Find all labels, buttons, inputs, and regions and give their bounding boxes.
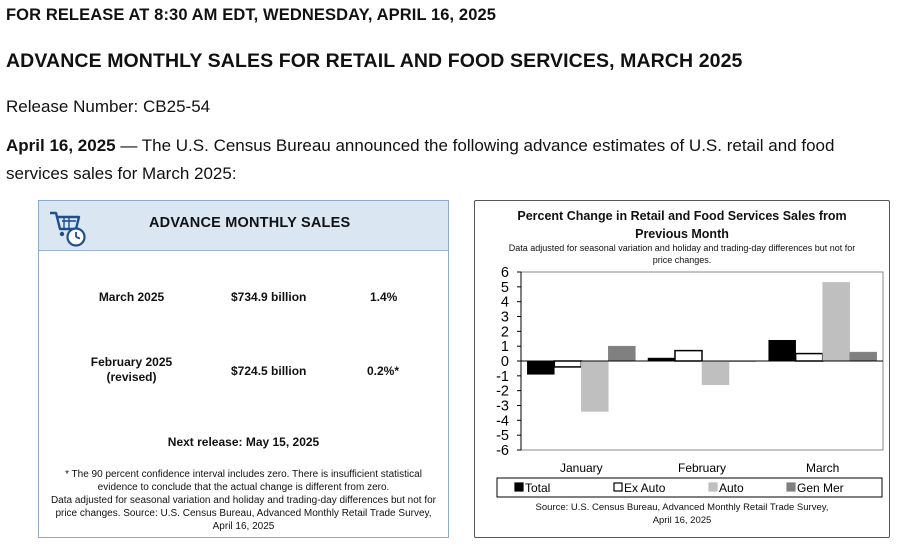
chart-subtitle: Data adjusted for seasonal variation and… — [475, 242, 889, 266]
y-tick-label: -5 — [496, 428, 509, 444]
chart-subtitle-line1: Data adjusted for seasonal variation and… — [508, 243, 856, 253]
bar-ex-auto-january — [553, 360, 583, 368]
row-label-march: March 2025 — [79, 290, 184, 305]
sales-box-header: ADVANCE MONTHLY SALES — [39, 201, 448, 251]
row-value-february: $724.5 billion — [231, 364, 307, 378]
sales-footnote: * The 90 percent confidence interval inc… — [47, 468, 440, 533]
y-tick-label: 0 — [501, 354, 509, 370]
x-category-label: March — [806, 461, 839, 475]
y-tick-label: -4 — [496, 413, 509, 429]
y-tick-label: -6 — [496, 443, 509, 459]
bar-auto-march — [822, 282, 850, 362]
bar-gen-mer-march — [849, 351, 877, 362]
legend-swatch-auto — [708, 482, 718, 492]
chart-title-line2: Previous Month — [635, 227, 729, 241]
row-label-february: February 2025 (revised) — [79, 355, 184, 385]
row-label-february-line2: (revised) — [106, 370, 157, 384]
row-value-march: $734.9 billion — [231, 290, 307, 304]
release-number: Release Number: CB25-54 — [6, 97, 211, 116]
legend-swatch-ex-auto — [613, 482, 623, 492]
footnote-source: Data adjusted for seasonal variation and… — [50, 495, 437, 532]
row-change-march: 1.4% — [370, 290, 398, 304]
legend-label-gen-mer: Gen Mer — [797, 481, 844, 495]
sales-box-title: ADVANCE MONTHLY SALES — [149, 215, 351, 231]
row-label-february-line1: February 2025 — [90, 355, 173, 369]
bar-ex-auto-march — [794, 352, 824, 362]
percent-change-chart-box: Percent Change in Retail and Food Servic… — [474, 200, 890, 538]
shopping-cart-clock-icon — [47, 207, 87, 247]
row-label-march-line1: March 2025 — [98, 290, 165, 304]
chart-source-line1: Source: U.S. Census Bureau, Advanced Mon… — [535, 502, 829, 513]
legend-swatch-total — [514, 482, 524, 492]
advance-monthly-sales-box: ADVANCE MONTHLY SALES March 2025 $734.9 … — [38, 200, 449, 538]
bar-ex-auto-february — [674, 349, 703, 362]
bar-total-march — [768, 339, 796, 362]
bar-gen-mer-january — [608, 345, 636, 362]
next-release-date: Next release: May 15, 2025 — [167, 435, 320, 449]
y-tick-label: 1 — [501, 339, 509, 355]
bar-total-january — [527, 360, 555, 375]
y-tick-label: 2 — [501, 324, 509, 340]
y-tick-label: -3 — [496, 399, 509, 415]
x-category-label: February — [678, 461, 726, 475]
chart-title-line1: Percent Change in Retail and Food Servic… — [517, 209, 847, 223]
x-category-label: January — [560, 461, 603, 475]
intro-paragraph: April 16, 2025 — The U.S. Census Bureau … — [6, 132, 886, 188]
y-tick-label: -2 — [496, 384, 509, 400]
row-change-february: 0.2%* — [367, 364, 400, 378]
y-tick-label: 6 — [501, 265, 509, 281]
legend-swatch-gen-mer — [786, 482, 796, 492]
bar-auto-january — [581, 360, 609, 412]
footnote-confidence: * The 90 percent confidence interval inc… — [65, 469, 422, 493]
y-tick-label: 5 — [501, 280, 509, 296]
y-tick-label: -1 — [496, 369, 509, 385]
intro-text: — The U.S. Census Bureau announced the f… — [6, 136, 835, 183]
chart-source-line2: April 16, 2025 — [652, 515, 712, 526]
release-time-line: FOR RELEASE AT 8:30 AM EDT, WEDNESDAY, A… — [6, 6, 497, 24]
intro-date: April 16, 2025 — [6, 136, 116, 155]
chart-subtitle-line2: price changes. — [652, 255, 712, 265]
y-tick-label: 3 — [501, 310, 509, 326]
legend-box — [496, 477, 883, 498]
y-tick-label: 4 — [501, 295, 509, 311]
page-title: ADVANCE MONTHLY SALES FOR RETAIL AND FOO… — [6, 50, 743, 72]
bar-auto-february — [701, 360, 730, 385]
chart-source: Source: U.S. Census Bureau, Advanced Mon… — [475, 501, 889, 527]
legend-label-auto: Auto — [719, 481, 744, 495]
legend-label-total: Total — [525, 481, 550, 495]
legend-label-ex-auto: Ex Auto — [624, 481, 666, 495]
chart-title: Percent Change in Retail and Food Servic… — [475, 207, 889, 243]
